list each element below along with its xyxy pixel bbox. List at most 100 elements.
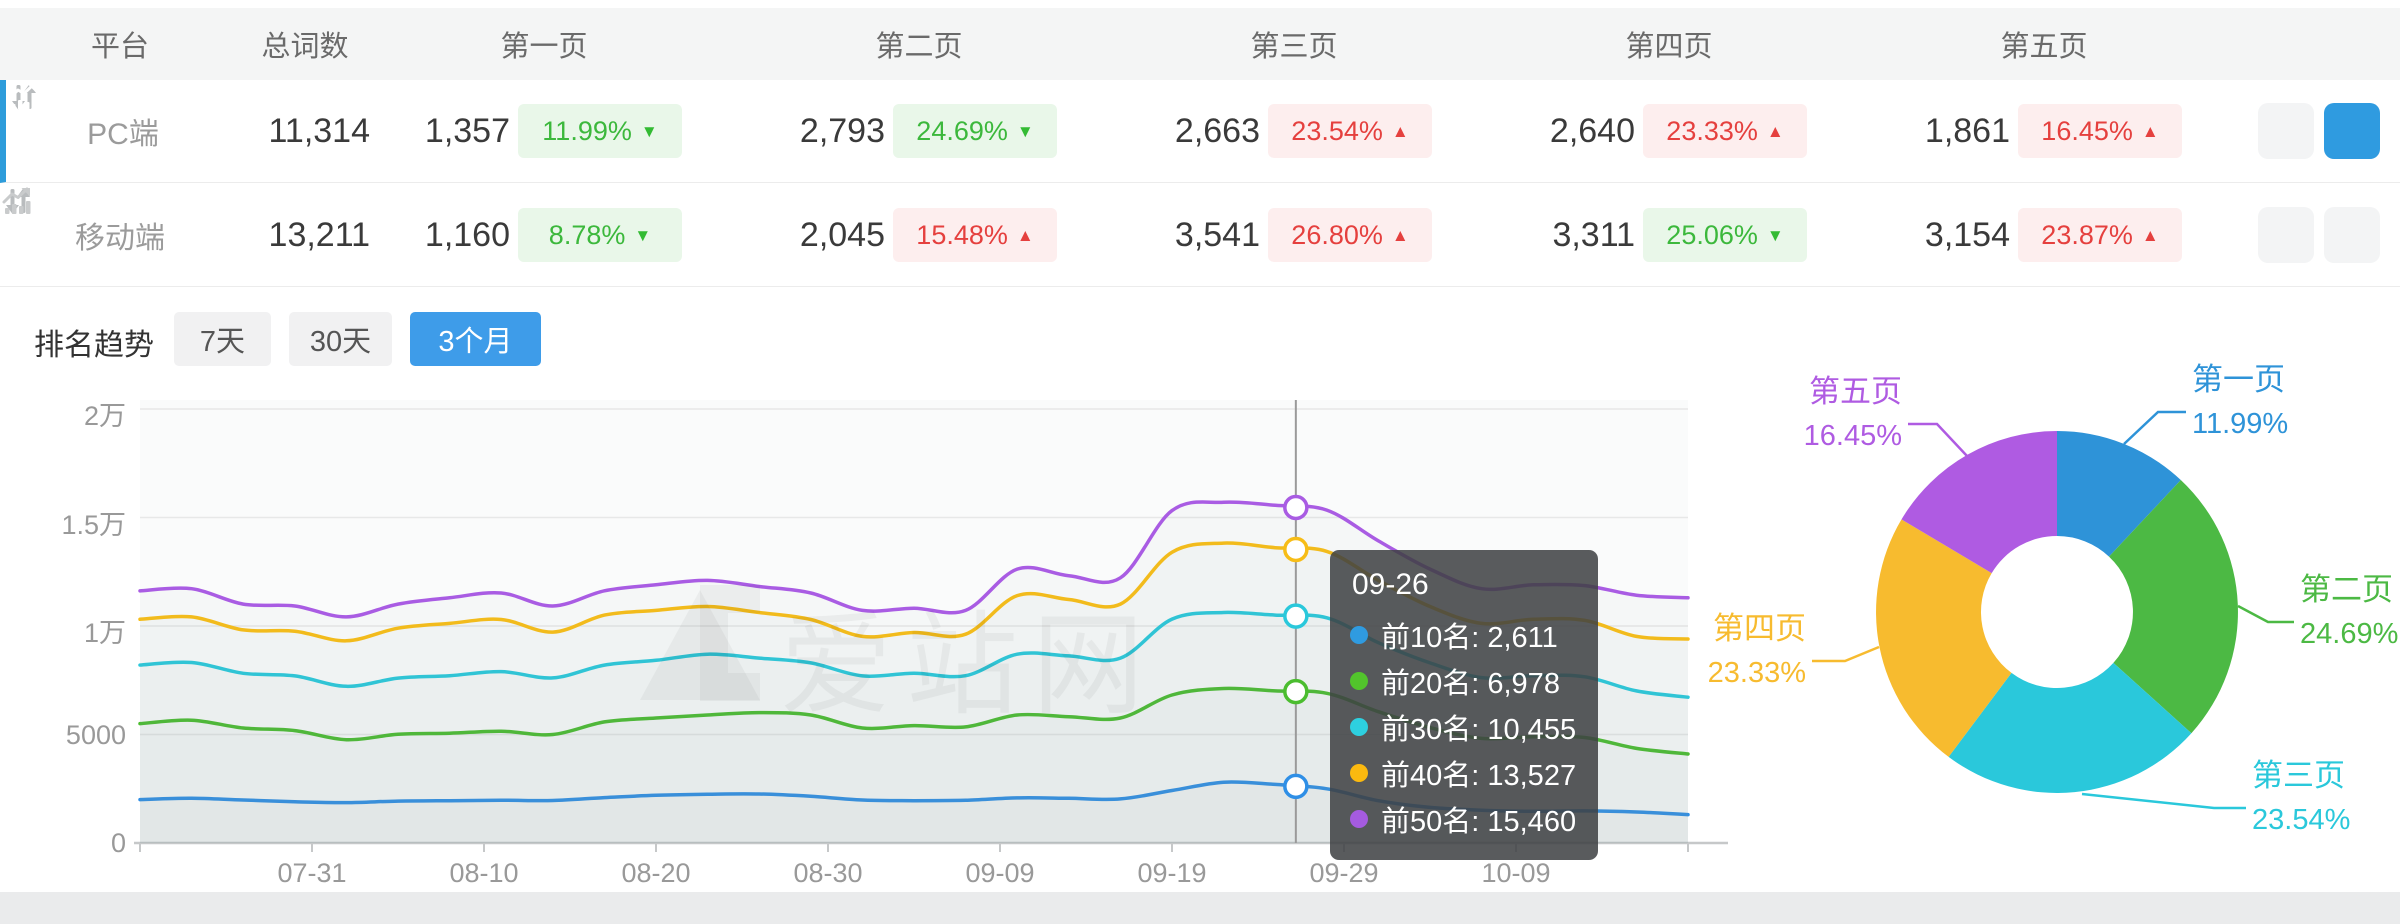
x-axis-label-08-30: 08-30 [793, 858, 863, 888]
donut-label-name: 第三页 [2252, 758, 2345, 793]
watermark-logo [640, 585, 760, 701]
tooltip-item-text: 前30名: 10,455 [1381, 714, 1577, 746]
donut-label-第二页: 第二页 24.69% [2300, 574, 2398, 649]
tooltip-item-前20名: 前20名: 6,978 [1350, 658, 1576, 704]
col-header-page-1: 第一页 [500, 31, 588, 63]
percent-value: 11.99% [542, 115, 632, 146]
platform-cell: PC端 [87, 118, 159, 151]
page-3-percent-badge: 26.80% ▲ [1268, 208, 1432, 262]
page-4-count: 3,311 [1552, 215, 1635, 254]
col-header-page-2: 第二页 [875, 31, 963, 63]
percent-value: 23.54% [1291, 115, 1383, 146]
hover-marker-前10名 [1283, 773, 1309, 800]
page-1-count: 1,357 [424, 111, 510, 150]
hover-marker-前30名 [1283, 603, 1309, 629]
tooltip-item-text: 前10名: 2,611 [1381, 622, 1558, 654]
donut-label-percent: 11.99% [2192, 408, 2289, 440]
donut-slice-第五页[interactable] [1901, 431, 2058, 574]
y-axis-label-1万: 1万 [83, 618, 126, 648]
x-axis-label-10-09: 10-09 [1481, 858, 1551, 888]
series-area-前50名 [140, 501, 1688, 843]
donut-label-name: 第二页 [2300, 572, 2393, 607]
sort-button[interactable] [6, 188, 2314, 263]
donut-leader-第二页 [2237, 604, 2294, 624]
x-axis-label-09-19: 09-19 [1137, 858, 1207, 888]
series-area-前20名 [140, 688, 1688, 843]
arrow-up-icon: ▲ [1391, 225, 1409, 245]
page-2-percent-badge: 24.69% ▼ [893, 104, 1057, 158]
trend-chart-button[interactable] [8, 83, 2380, 159]
trend-chart-icon [8, 83, 37, 110]
page-1-count: 1,160 [424, 215, 510, 254]
tab-7d[interactable]: 7天 [174, 312, 271, 366]
col-header-page-3: 第三页 [1250, 31, 1338, 63]
trend-chart-icon [2, 187, 31, 214]
tab-30d[interactable]: 30天 [289, 312, 392, 366]
arrow-down-icon: ▼ [1016, 121, 1034, 141]
trend-chart-button[interactable] [2, 187, 2380, 263]
page-1-percent-badge: 8.78% ▼ [518, 208, 682, 262]
hover-marker-前40名 [1283, 536, 1309, 563]
page-3-group: 3,541 26.80% ▲ [1140, 208, 1432, 262]
donut-slice-第四页[interactable] [1876, 519, 2012, 757]
arrow-up-icon: ▲ [2141, 121, 2159, 141]
hover-marker-前50名 [1283, 494, 1309, 521]
page-1-group: 1,357 11.99% ▼ [390, 104, 682, 158]
tab-3m[interactable]: 3个月 [410, 312, 541, 366]
donut-label-第三页: 第三页 23.54% [2252, 760, 2350, 835]
donut-leader-第四页 [1812, 645, 1880, 663]
donut-slice-第一页[interactable] [2057, 431, 2181, 557]
arrow-up-icon: ▲ [1016, 225, 1034, 245]
x-axis-label-08-10: 08-10 [449, 858, 519, 888]
page-5-count: 1,861 [1924, 111, 2010, 150]
page-4-percent-badge: 23.33% ▲ [1643, 104, 1807, 158]
page-1-group: 1,160 8.78% ▼ [390, 208, 682, 262]
page-2-count: 2,793 [799, 111, 885, 150]
page-4-count: 2,640 [1549, 111, 1635, 150]
table-row-mobile[interactable]: 移动端 13,211 1,160 8.78% ▼ 2,045 15.48% ▲ 3,541 26.… [0, 184, 2400, 287]
percent-value: 24.69% [916, 115, 1008, 146]
donut-label-name: 第五页 [1809, 374, 1902, 409]
page-4-percent-badge: 25.06% ▼ [1643, 208, 1807, 262]
page-bottom-band [0, 892, 2400, 924]
col-header-total: 总词数 [261, 31, 349, 63]
percent-value: 26.80% [1291, 219, 1383, 250]
tooltip-item-前10名: 前10名: 2,611 [1350, 612, 1576, 658]
page-3-count: 3,541 [1174, 215, 1260, 254]
table-row-pc[interactable]: PC端 11,314 1,357 11.99% ▼ 2,793 24.69% ▼ 2,663 23… [0, 80, 2400, 183]
page-5-percent-badge: 16.45% ▲ [2018, 104, 2182, 158]
tooltip-item-text: 前20名: 6,978 [1381, 668, 1560, 700]
sort-button[interactable] [12, 84, 2314, 159]
page-4-group: 3,311 25.06% ▼ [1515, 208, 1807, 262]
page-2-group: 2,045 15.48% ▲ [765, 208, 1057, 262]
donut-label-percent: 24.69% [2300, 618, 2399, 650]
donut-label-percent: 23.54% [2252, 804, 2351, 836]
tooltip-title: 09-26 [1352, 568, 1429, 601]
y-axis-label-2万: 2万 [83, 401, 126, 431]
platform-cell: 移动端 [75, 222, 165, 255]
total-words-cell: 11,314 [268, 111, 370, 150]
donut-label-第五页: 第五页 16.45% [1804, 376, 1902, 451]
series-color-dot [1350, 718, 1368, 736]
donut-label-percent: 23.33% [1707, 657, 1806, 689]
donut-slice-第二页[interactable] [2109, 480, 2238, 734]
table-header: 平台 总词数 第一页 第二页 第三页 第四页 第五页 [0, 8, 2400, 80]
trend-section-title: 排名趋势 [34, 329, 154, 362]
page-3-count: 2,663 [1174, 111, 1260, 150]
percent-value: 16.45% [2041, 115, 2133, 146]
donut-label-第四页: 第四页 23.33% [1708, 613, 1806, 688]
page-5-count: 3,154 [1924, 215, 2010, 254]
page-4-group: 2,640 23.33% ▲ [1515, 104, 1807, 158]
tooltip-item-text: 前50名: 15,460 [1381, 806, 1577, 838]
donut-label-name: 第四页 [1713, 611, 1806, 646]
donut-label-percent: 16.45% [1803, 420, 1902, 452]
page-5-group: 1,861 16.45% ▲ [1890, 104, 2182, 158]
y-axis-label-1.5万: 1.5万 [61, 509, 126, 540]
page-2-count: 2,045 [799, 215, 885, 254]
x-axis-label-09-09: 09-09 [965, 858, 1035, 888]
series-color-dot [1350, 764, 1368, 782]
page-2-percent-badge: 15.48% ▲ [893, 208, 1057, 262]
donut-leader-第五页 [1908, 422, 1968, 457]
donut-slice-第三页[interactable] [1948, 662, 2192, 793]
watermark-text: 爱站网 [780, 575, 1158, 737]
